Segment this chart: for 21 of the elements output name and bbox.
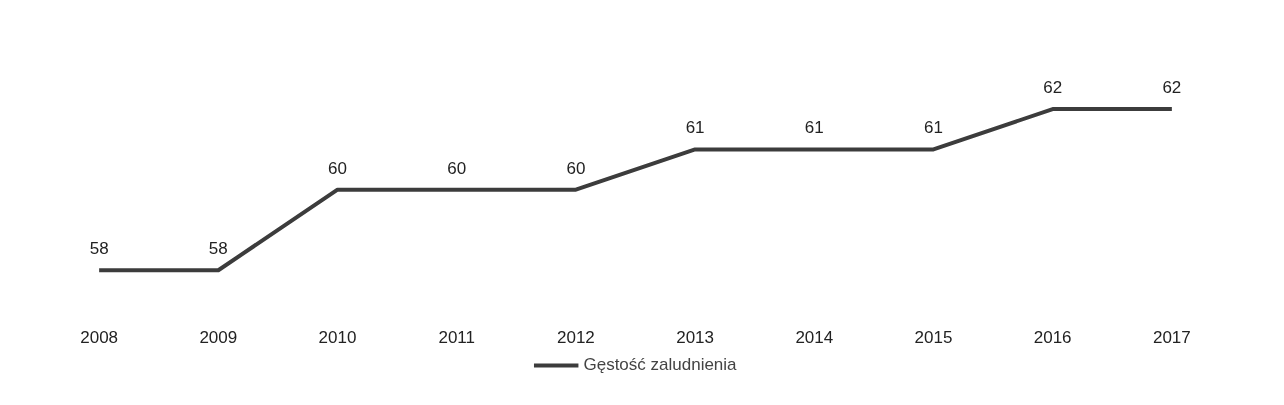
- data-label: 60: [566, 158, 586, 178]
- data-label: 60: [447, 158, 467, 178]
- data-label: 58: [89, 239, 109, 259]
- data-label: 58: [208, 239, 228, 259]
- x-tick-label: 2014: [795, 327, 834, 347]
- data-label: 61: [804, 118, 824, 138]
- x-tick-label: 2009: [199, 327, 238, 347]
- data-label: 61: [685, 118, 705, 138]
- data-label: 60: [328, 158, 347, 178]
- data-label: 62: [1162, 78, 1182, 98]
- x-tick-label: 2017: [1152, 327, 1191, 347]
- legend-label: Gęstość zaludnienia: [583, 355, 737, 375]
- data-label: 62: [1043, 78, 1063, 98]
- x-tick-label: 2015: [914, 327, 953, 347]
- x-tick-label: 2013: [676, 327, 715, 347]
- x-tick-label: 2008: [80, 327, 119, 347]
- x-tick-label: 2016: [1033, 327, 1072, 347]
- x-tick-label: 2012: [556, 327, 595, 347]
- x-tick-label: 2011: [438, 327, 475, 347]
- x-tick-label: 2010: [318, 327, 357, 347]
- data-label: 61: [924, 118, 943, 138]
